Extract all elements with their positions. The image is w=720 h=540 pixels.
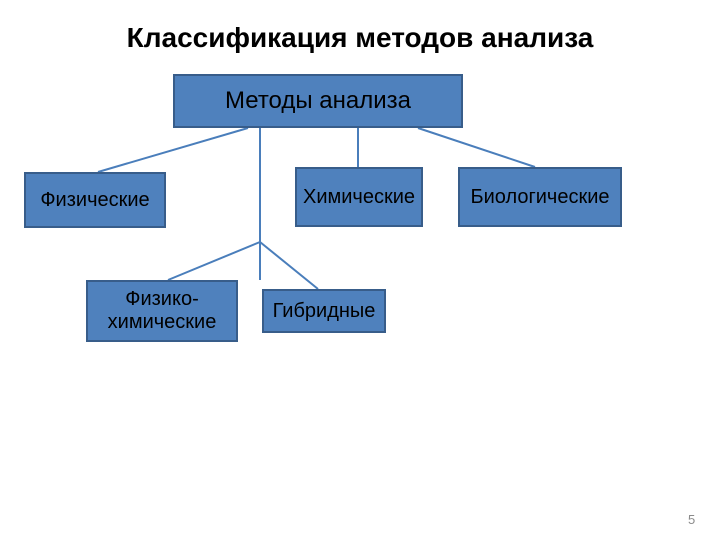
node-root: Методы анализа [173,74,463,128]
node-chemical: Химические [295,167,423,227]
node-physchem: Физико-химические [86,280,238,342]
page-number: 5 [688,512,695,527]
node-biological: Биологические [458,167,622,227]
slide-title: Классификация методов анализа [0,22,720,54]
node-physical: Физические [24,172,166,228]
node-hybrid: Гибридные [262,289,386,333]
